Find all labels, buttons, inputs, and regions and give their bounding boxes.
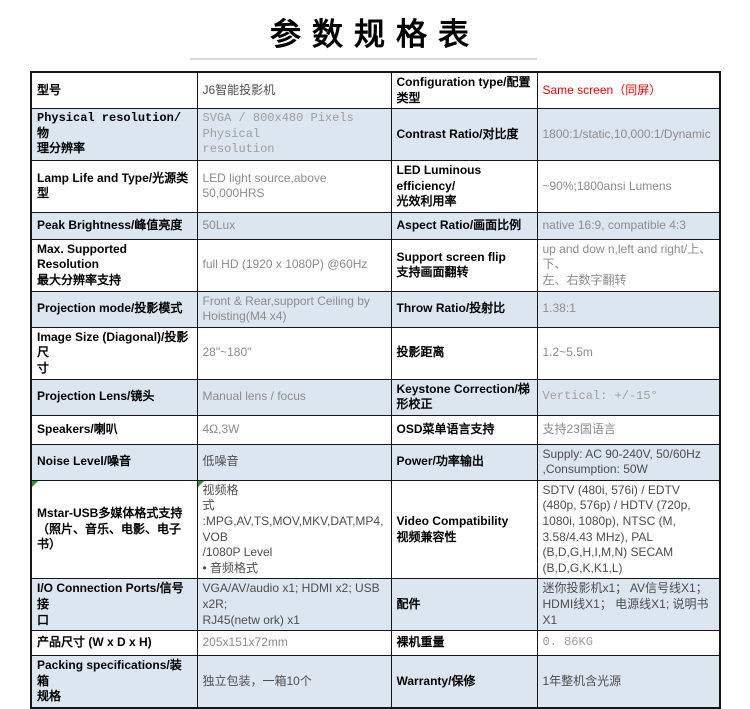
net-weight-value: 0. 86KG [536,630,721,657]
throw-ratio-label: Throw Ratio/投射比 [390,290,538,328]
noise-level-value: 低噪音 [196,443,392,481]
projection-mode-value: Front & Rear,support Ceiling by Hoisting… [196,290,392,328]
image-size-value: 28"~180" [196,326,392,380]
multimedia-format-value: 视频格 式 :MPG,AV,TS,MOV,MKV,DAT,MP4,VOB /10… [196,479,392,580]
accessories-value: 迷你投影机x1； AV信号线X1； HDMI线X1； 电源线X1; 说明书X1 [536,578,721,632]
physical-resolution-label: Physical resolution/物 理分辨率 [30,108,198,161]
luminous-efficiency-label: LED Luminous efficiency/ 光效利用率 [390,159,538,213]
power-value: Supply: AC 90-240V, 50/60Hz ,Consumption… [536,443,721,481]
contrast-ratio-label: Contrast Ratio/对比度 [390,108,538,161]
osd-language-label: OSD菜单语言支持 [390,414,538,445]
video-compatibility-value: SDTV (480i, 576i) / EDTV (480p, 576p) / … [536,479,721,580]
io-ports-label: I/O Connection Ports/信号接 口 [30,578,198,632]
packing-spec-label: Packing specifications/装箱 规格 [30,655,198,709]
table-row: 型号 J6智能投影机 Configuration type/配置 类型 Same sc… [30,71,721,110]
table-row: Max. Supported Resolution 最大分辨率支持 full HD… [30,238,721,292]
throw-ratio-value: 1.38:1 [536,290,721,328]
max-resolution-label: Max. Supported Resolution 最大分辨率支持 [30,238,198,292]
keystone-correction-label: Keystone Correction/梯 形校正 [390,378,538,416]
model-label: 型号 [30,71,198,110]
accessories-label: 配件 [390,578,538,632]
projection-lens-value: Manual lens / focus [196,378,392,416]
table-row: Mstar-USB多媒体格式支持 （照片、音乐、电影、电子 书） 视频格 式 :M… [30,479,721,580]
excel-error-marker-icon [32,480,38,487]
projection-lens-label: Projection Lens/镜头 [30,378,198,416]
noise-level-label: Noise Level/噪音 [30,443,198,481]
io-ports-value: VGA/AV/audio x1; HDMI x2; USB x2R; RJ45(… [196,578,392,632]
table-row: Lamp Life and Type/光源类 型 LED light source… [30,159,721,213]
speakers-value: 4Ω,3W [196,414,392,445]
physical-resolution-value: SVGA / 800x480 Pixels Physical resolutio… [196,108,392,161]
keystone-correction-value: Vertical: +/-15° [536,378,721,416]
table-row: Noise Level/噪音 低噪音 Power/功率输出 Supply: AC 90… [30,443,721,481]
table-row: Speakers/喇叭 4Ω,3W OSD菜单语言支持 支持23国语言 [30,414,721,445]
aspect-ratio-label: Aspect Ratio/画面比例 [390,211,538,240]
lamp-life-value: LED light source,above 50,000HRS [196,159,392,213]
speakers-label: Speakers/喇叭 [30,414,198,445]
max-resolution-value: full HD (1920 x 1080P) @60Hz [196,238,392,292]
osd-language-value: 支持23国语言 [536,414,721,445]
screen-flip-value: up and dow n,left and right/上、下、 左、右数字翻转 [536,238,721,292]
table-row: I/O Connection Ports/信号接 口 VGA/AV/audio x… [30,578,721,632]
table-row: Peak Brightness/峰值亮度 50Lux Aspect Ratio/画面… [30,211,721,240]
screen-flip-label: Support screen flip 支持画面翻转 [390,238,538,292]
table-row: Physical resolution/物 理分辨率 SVGA / 800x480… [30,108,721,161]
page-title: 参数规格表 [270,17,480,52]
warranty-label: Warranty/保修 [390,655,538,709]
table-row: Image Size (Diagonal)/投影尺 寸 28"~180" 投影距离 1… [30,326,721,380]
lamp-life-label: Lamp Life and Type/光源类 型 [30,159,198,213]
projection-distance-label: 投影距离 [390,326,538,380]
product-dimensions-value: 205x151x72mm [196,630,392,657]
table-row: Projection Lens/镜头 Manual lens / focus Key… [30,378,721,416]
product-dimensions-label: 产品尺寸 (W x D x H) [30,630,198,657]
model-value: J6智能投影机 [196,71,392,110]
projection-distance-value: 1.2~5.5m [536,326,721,380]
peak-brightness-value: 50Lux [196,211,392,240]
power-label: Power/功率输出 [390,443,538,481]
net-weight-label: 裸机重量 [390,630,538,657]
image-size-label: Image Size (Diagonal)/投影尺 寸 [30,326,198,380]
title-underline [190,58,537,60]
spec-table: 型号 J6智能投影机 Configuration type/配置 类型 Same sc… [30,71,721,709]
table-row: 产品尺寸 (W x D x H) 205x151x72mm 裸机重量 0. 86KG [30,630,721,657]
table-row: Projection mode/投影模式 Front & Rear,support… [30,290,721,328]
multimedia-format-label: Mstar-USB多媒体格式支持 （照片、音乐、电影、电子 书） [30,479,198,580]
packing-spec-value: 独立包装，一箱10个 [196,655,392,709]
projection-mode-label: Projection mode/投影模式 [30,290,198,328]
table-row: Packing specifications/装箱 规格 独立包装，一箱10个 Wa… [30,655,721,709]
contrast-ratio-value: 1800:1/static,10,000:1/Dynamic [536,108,721,161]
warranty-value: 1年整机含光源 [536,655,721,709]
luminous-efficiency-value: ~90%;1800ansi Lumens [536,159,721,213]
video-compatibility-label: Video Compatibility 视频兼容性 [390,479,538,580]
aspect-ratio-value: native 16:9, compatible 4:3 [536,211,721,240]
configuration-type-label: Configuration type/配置 类型 [390,71,538,110]
excel-error-marker-icon [197,480,204,487]
peak-brightness-label: Peak Brightness/峰值亮度 [30,211,198,240]
configuration-type-value: Same screen（同屏） [536,71,721,110]
